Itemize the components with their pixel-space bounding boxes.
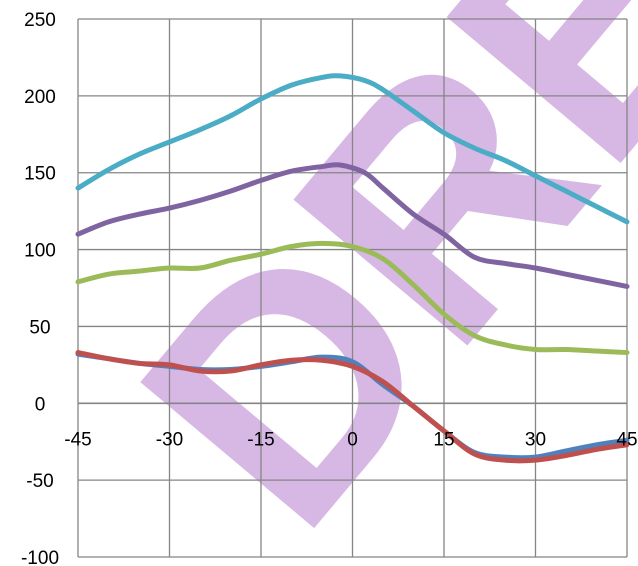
series-line-2 xyxy=(75,162,630,289)
series-line-1 xyxy=(75,73,630,225)
x-tick-label: -15 xyxy=(247,429,274,450)
watermark: DRE xyxy=(71,0,638,566)
y-tick-label: -50 xyxy=(26,471,53,492)
y-tick-label: 0 xyxy=(35,394,46,415)
y-tick-label: 150 xyxy=(24,164,56,185)
x-tick-label: 15 xyxy=(433,429,454,450)
x-tick-label: 0 xyxy=(347,429,358,450)
series-line-3 xyxy=(75,240,630,356)
y-tick-label: -100 xyxy=(21,548,59,566)
x-tick-label: 45 xyxy=(616,429,637,450)
y-tick-label: 200 xyxy=(24,87,56,108)
series-line-5 xyxy=(75,350,630,464)
x-tick-label: -45 xyxy=(64,429,91,450)
chart-grid xyxy=(77,18,628,558)
chart-tick-labels: 250 200 150 100 50 0 -50 -100 -45 -30 -15 0 15 30 45 xyxy=(21,10,638,566)
y-tick-label: 50 xyxy=(29,317,50,338)
watermark-text: DRE xyxy=(71,0,638,566)
x-tick-label: 30 xyxy=(525,429,546,450)
y-tick-label: 100 xyxy=(24,241,56,262)
chart-series xyxy=(75,73,630,464)
y-tick-label: 250 xyxy=(24,10,56,31)
x-tick-label: -30 xyxy=(156,429,183,450)
